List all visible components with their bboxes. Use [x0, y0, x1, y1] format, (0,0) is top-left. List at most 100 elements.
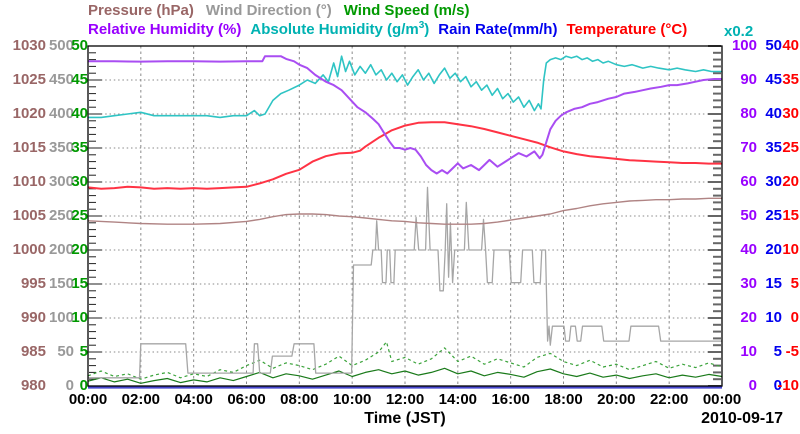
tick-label-wind-speed: 50 — [71, 37, 88, 54]
x-tick-label: 08:00 — [280, 391, 319, 408]
series-temperature — [87, 121, 722, 190]
tick-label-temperature: 25 — [782, 139, 799, 156]
legend-pressure: Pressure (hPa) — [88, 2, 194, 19]
tick-label-relative-humidity: 40 — [740, 241, 757, 258]
series-absolute-humidity — [88, 55, 722, 119]
tick-label-pressure: 1015 — [12, 139, 46, 156]
x-tick-label: 00:00 — [702, 391, 742, 408]
tick-label-wind-speed: 0 — [79, 377, 88, 394]
tick-label-wind-direction: 250 — [48, 207, 74, 224]
scale-note-x0.2: x0.2 — [724, 23, 754, 40]
legend-wind-direction: Wind Direction (°) — [205, 2, 332, 19]
x-tick-label: 14:00 — [438, 391, 478, 408]
tick-label-temperature: 20 — [782, 173, 799, 190]
tick-label-relative-humidity: 20 — [740, 309, 757, 326]
tick-label-temperature: 10 — [782, 241, 799, 258]
tick-label-pressure: 985 — [20, 343, 46, 360]
legend-relative-humidity: Relative Humidity (%) — [88, 21, 242, 38]
x-tick-label: 12:00 — [385, 391, 425, 408]
tick-label-wind-speed: 20 — [71, 241, 88, 258]
tick-label-wind-speed: 5 — [79, 343, 88, 360]
x-tick-label: 22:00 — [649, 391, 689, 408]
tick-label-wind-speed: 40 — [71, 105, 88, 122]
x-tick-label: 02:00 — [121, 391, 161, 408]
tick-label-relative-humidity: 100 — [731, 37, 757, 54]
tick-label-wind-direction: 0 — [65, 377, 74, 394]
tick-label-temperature: -5 — [785, 343, 799, 360]
tick-label-rain-rate: 0 — [773, 377, 782, 394]
tick-label-rain-rate: 5 — [773, 343, 782, 360]
tick-label-temperature: -10 — [777, 377, 799, 394]
tick-label-pressure: 995 — [20, 275, 46, 292]
tick-label-wind-direction: 350 — [48, 139, 74, 156]
tick-label-rain-rate: 40 — [765, 105, 782, 122]
tick-label-relative-humidity: 60 — [740, 173, 757, 190]
x-tick-label: 18:00 — [544, 391, 583, 408]
tick-label-relative-humidity: 50 — [740, 207, 757, 224]
tick-label-temperature: 15 — [782, 207, 799, 224]
x-tick-label: 16:00 — [491, 391, 530, 408]
tick-label-temperature: 40 — [782, 37, 799, 54]
tick-label-wind-speed: 25 — [71, 207, 88, 224]
legend-absolute-humidity: Absolute Humidity (g/m3) — [250, 20, 430, 39]
tick-label-relative-humidity: 70 — [740, 139, 757, 156]
tick-label-rain-rate: 45 — [765, 71, 782, 88]
tick-label-pressure: 980 — [20, 377, 46, 394]
series-pressure — [87, 197, 722, 225]
tick-label-relative-humidity: 30 — [740, 275, 757, 292]
series-wind-direction — [88, 186, 722, 379]
tick-label-rain-rate: 15 — [765, 275, 782, 292]
tick-label-pressure: 1030 — [12, 37, 46, 54]
tick-label-rain-rate: 20 — [765, 241, 782, 258]
tick-label-temperature: 0 — [790, 309, 799, 326]
series-wind-speed-max — [87, 341, 723, 380]
tick-label-rain-rate: 30 — [765, 173, 782, 190]
tick-label-temperature: 30 — [782, 105, 799, 122]
legend-row-1: Pressure (hPa) Wind Direction (°) Wind S… — [88, 2, 469, 20]
tick-label-wind-direction: 450 — [48, 71, 74, 88]
tick-label-wind-direction: 500 — [48, 37, 74, 54]
tick-label-pressure: 1020 — [12, 105, 46, 122]
date-label: 2010-09-17 — [701, 410, 783, 427]
tick-label-pressure: 1005 — [12, 207, 46, 224]
x-tick-label: 00:00 — [68, 391, 108, 408]
superscript-3: 3 — [418, 20, 425, 31]
tick-label-wind-speed: 10 — [71, 309, 88, 326]
legend-wind-speed: Wind Speed (m/s) — [343, 2, 470, 19]
x-tick-label: 20:00 — [597, 391, 636, 408]
tick-label-temperature: 35 — [782, 71, 799, 88]
legend-row-2: Relative Humidity (%) Absolute Humidity … — [88, 21, 687, 39]
tick-label-rain-rate: 25 — [765, 207, 782, 224]
tick-label-pressure: 1000 — [12, 241, 46, 258]
tick-label-wind-direction: 50 — [57, 343, 74, 360]
tick-label-relative-humidity: 10 — [740, 343, 757, 360]
x-axis-title: Time (JST) — [364, 410, 446, 427]
tick-label-wind-direction: 100 — [48, 309, 74, 326]
tick-label-wind-direction: 200 — [48, 241, 74, 258]
tick-label-wind-speed: 15 — [71, 275, 88, 292]
tick-label-wind-direction: 400 — [48, 105, 74, 122]
legend-rain-rate: Rain Rate(mm/h) — [438, 21, 558, 38]
tick-label-wind-speed: 35 — [71, 139, 88, 156]
series-wind-speed-avg — [87, 367, 723, 384]
tick-label-pressure: 1010 — [12, 173, 46, 190]
tick-label-pressure: 1025 — [12, 71, 46, 88]
tick-label-wind-speed: 45 — [71, 71, 88, 88]
tick-label-relative-humidity: 90 — [740, 71, 757, 88]
x-tick-label: 06:00 — [227, 391, 266, 408]
x-tick-label: 10:00 — [332, 391, 372, 408]
x-tick-label: 04:00 — [174, 391, 213, 408]
tick-label-rain-rate: 50 — [765, 37, 782, 54]
tick-label-wind-speed: 30 — [71, 173, 88, 190]
tick-label-wind-direction: 150 — [48, 275, 74, 292]
tick-label-rain-rate: 10 — [765, 309, 782, 326]
series-relative-humidity — [88, 55, 722, 175]
tick-label-rain-rate: 35 — [765, 139, 782, 156]
tick-label-relative-humidity: 0 — [748, 377, 757, 394]
tick-label-pressure: 990 — [20, 309, 46, 326]
legend-temperature: Temperature (°C) — [566, 21, 688, 38]
tick-label-wind-direction: 300 — [48, 173, 74, 190]
tick-label-temperature: 5 — [790, 275, 799, 292]
